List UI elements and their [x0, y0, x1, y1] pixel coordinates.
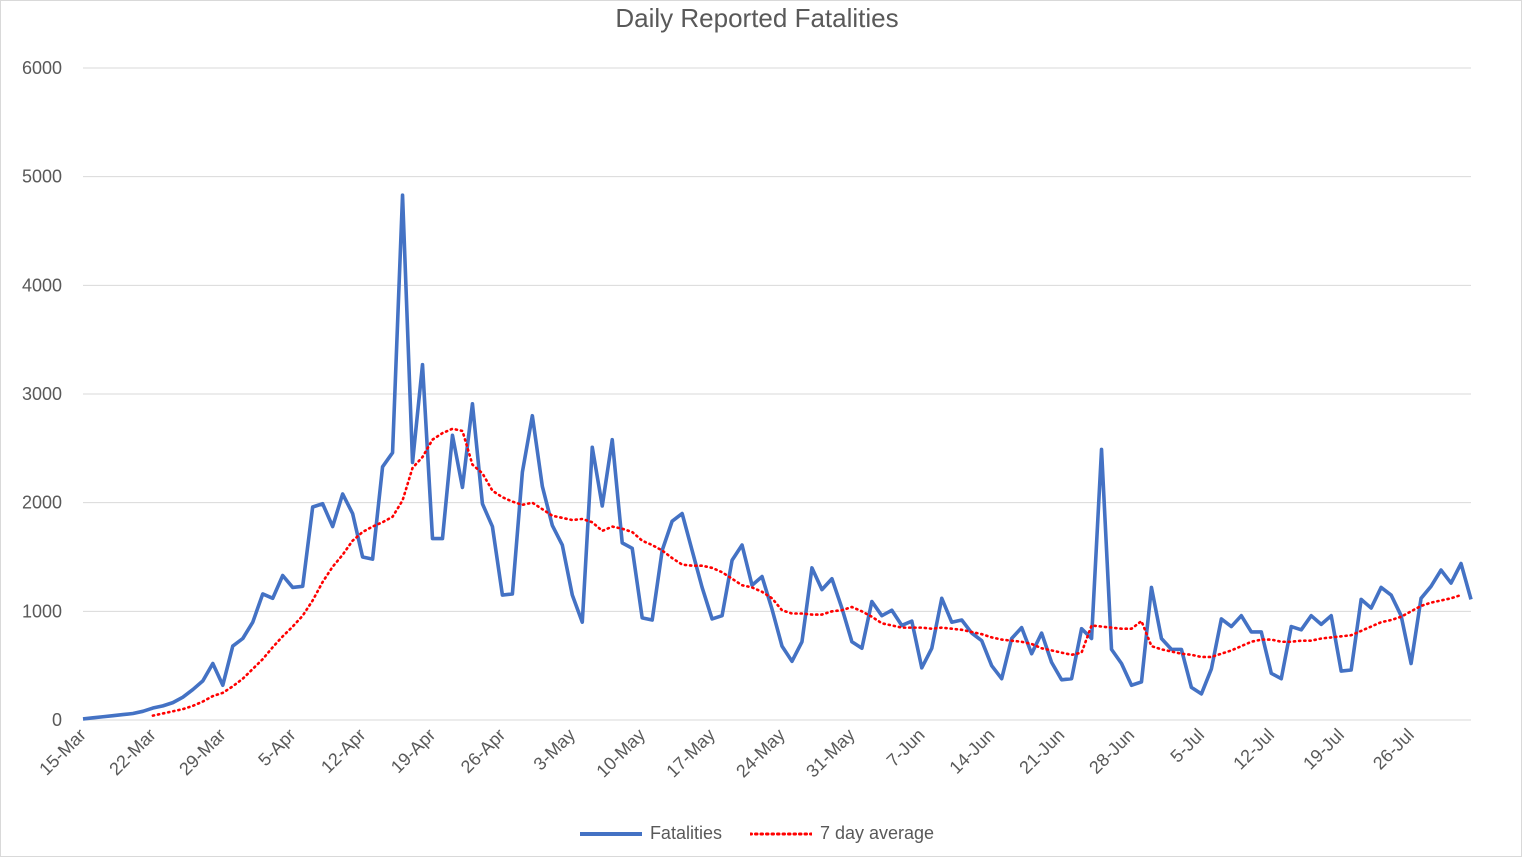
- x-tick-label: 24-May: [732, 725, 789, 782]
- gridlines: [83, 67, 1471, 721]
- y-tick-label: 1000: [22, 601, 62, 621]
- chart-title: Daily Reported Fatalities: [615, 3, 899, 33]
- x-tick-label: 7-Jun: [883, 725, 929, 771]
- x-tick-label: 21-Jun: [1015, 725, 1068, 778]
- x-tick-label: 17-May: [662, 725, 719, 782]
- x-tick-label: 14-Jun: [945, 725, 998, 778]
- legend-swatch-7-day-average: [749, 832, 812, 835]
- legend-item-fatalities: Fatalities: [579, 823, 722, 844]
- series-line-7-day-average: [151, 427, 1463, 717]
- x-tick-label: 12-Jul: [1229, 725, 1278, 774]
- x-tick-label: 29-Mar: [175, 725, 229, 779]
- legend-label-fatalities: Fatalities: [649, 823, 722, 843]
- legend-item-7-day-average: 7 day average: [749, 823, 935, 844]
- y-tick-label: 3000: [22, 384, 62, 404]
- x-axis-ticks: 15-Mar 22-Mar 29-Mar 5-Apr 12-Apr 19-Apr 26-Ap…: [35, 725, 1418, 782]
- y-tick-label: 6000: [22, 58, 62, 78]
- x-tick-label: 5-Jul: [1166, 725, 1208, 767]
- legend-swatch-fatalities: [579, 831, 642, 836]
- y-tick-label: 0: [52, 710, 62, 730]
- x-tick-label: 26-Apr: [457, 725, 509, 777]
- chart-plot: 0 1000 2000 3000 4000 5000 6000 15-Mar 22-Mar 29…: [22, 58, 1473, 782]
- series-line-fatalities: [82, 193, 1473, 721]
- legend: Fatalities 7 day average: [1, 823, 1513, 844]
- y-axis-ticks: 0 1000 2000 3000 4000 5000 6000: [22, 58, 62, 730]
- x-tick-label: 31-May: [802, 725, 859, 782]
- x-tick-label: 3-May: [530, 725, 580, 775]
- x-tick-label: 26-Jul: [1369, 725, 1418, 774]
- x-tick-label: 5-Apr: [254, 725, 299, 770]
- legend-label-7-day-average: 7 day average: [819, 823, 935, 843]
- y-tick-label: 4000: [22, 275, 62, 295]
- x-tick-label: 19-Apr: [387, 725, 439, 777]
- x-tick-label: 28-Jun: [1085, 725, 1138, 778]
- x-tick-label: 10-May: [592, 725, 649, 782]
- y-tick-label: 2000: [22, 493, 62, 513]
- series-lines: [82, 193, 1473, 721]
- y-tick-label: 5000: [22, 167, 62, 187]
- x-tick-label: 15-Mar: [35, 725, 89, 779]
- x-tick-label: 12-Apr: [317, 725, 369, 777]
- x-tick-label: 19-Jul: [1299, 725, 1348, 774]
- x-tick-label: 22-Mar: [105, 725, 159, 779]
